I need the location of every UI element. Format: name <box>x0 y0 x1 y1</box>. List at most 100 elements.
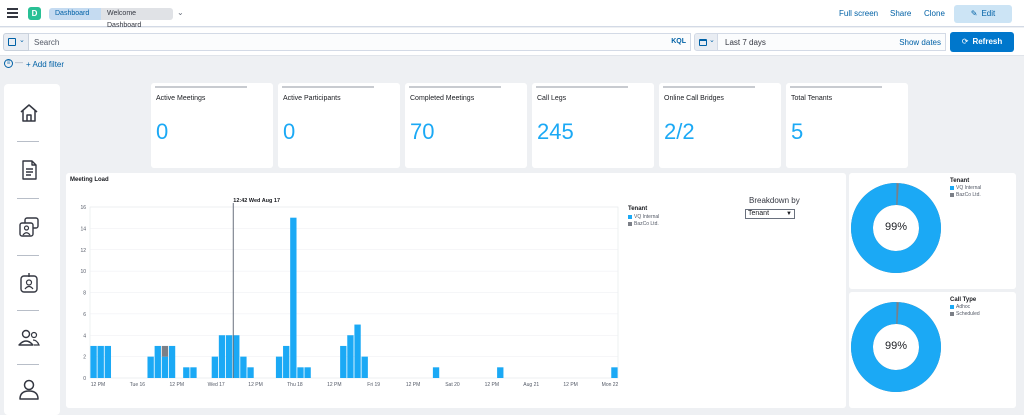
stat-label: Total Tenants <box>791 95 833 102</box>
panel-drag-handle[interactable] <box>536 86 628 88</box>
call-type-donut-chart[interactable] <box>849 300 949 400</box>
stat-value: 5 <box>791 119 804 144</box>
bar-vq-internal <box>347 335 354 378</box>
stat-value: 2/2 <box>664 119 695 144</box>
legend-label: BazCo Ltd. <box>956 192 981 198</box>
meeting-load-panel: Meeting Load 0 2 4 6 8 10 12 14 16 12 PM Tue 16 12 … <box>66 173 846 408</box>
search-input[interactable] <box>29 34 649 50</box>
filter-menu-icon[interactable]: ≡ <box>4 59 13 68</box>
user-badge-icon[interactable] <box>16 270 42 296</box>
panel-drag-handle[interactable] <box>155 86 247 88</box>
legend-swatch <box>950 185 954 190</box>
x-tick-label: Sat 20 <box>445 382 460 388</box>
legend-item-bazco[interactable]: BazCo Ltd. <box>628 221 659 227</box>
y-tick-label: 4 <box>83 333 86 339</box>
y-tick-label: 12 <box>80 248 86 254</box>
users-icon[interactable] <box>16 325 42 351</box>
show-dates-link[interactable]: Show dates <box>899 38 941 47</box>
quick-date-menu-button[interactable]: ⌄ <box>694 33 718 51</box>
legend-label: VQ Internal <box>634 214 660 220</box>
stat-label: Call Legs <box>537 95 567 102</box>
x-tick-label: Fri 19 <box>367 382 380 388</box>
y-tick-label: 8 <box>83 291 86 297</box>
donut-center-label: 99% <box>884 221 908 233</box>
x-tick-label: Wed 17 <box>208 382 225 388</box>
x-tick-label: 12 PM <box>170 382 184 388</box>
donut-slice-major[interactable] <box>851 183 941 273</box>
breadcrumb-welcome-dashboard: Welcome Dashboard <box>101 8 173 29</box>
bar-vq-internal <box>340 345 347 378</box>
bar-vq-internal <box>432 367 440 378</box>
legend-swatch <box>950 192 954 197</box>
donut-slice-major[interactable] <box>851 302 941 392</box>
date-range-field[interactable]: Last 7 days Show dates <box>718 33 946 51</box>
share-link[interactable]: Share <box>890 9 912 18</box>
breakdown-select[interactable]: Tenant ▼ <box>745 209 795 219</box>
stat-value: 0 <box>156 119 169 144</box>
document-icon[interactable] <box>16 157 42 183</box>
user-icon[interactable] <box>16 376 42 402</box>
add-filter-button[interactable]: + Add filter <box>26 60 65 69</box>
bar-bazco <box>161 345 169 357</box>
legend-item-vq-internal[interactable]: VQ Internal <box>950 185 981 191</box>
panel-drag-handle[interactable] <box>409 86 501 88</box>
legend-label: Adhoc <box>956 304 971 310</box>
stat-label: Active Participants <box>283 95 341 102</box>
legend-item-adhoc[interactable]: Adhoc <box>950 304 970 310</box>
x-tick-label: 12 PM <box>248 382 262 388</box>
breakdown-selected-value: Tenant <box>748 210 770 217</box>
kql-toggle[interactable]: KQL <box>671 38 686 45</box>
home-icon[interactable] <box>16 100 42 126</box>
y-tick-label: 14 <box>80 226 86 232</box>
y-tick-label: 2 <box>83 355 86 361</box>
chat-users-icon[interactable] <box>16 214 42 240</box>
bar-vq-internal <box>104 345 112 378</box>
edit-button[interactable]: ✎ Edit <box>954 5 1012 23</box>
stat-label: Completed Meetings <box>410 95 475 102</box>
saved-query-button[interactable]: ⌄ <box>3 33 29 51</box>
y-tick-label: 10 <box>80 269 86 275</box>
meeting-load-chart[interactable]: 0 2 4 6 8 10 12 14 16 12 PM Tue 16 12 PM Wed 17 12 PM… <box>66 173 626 408</box>
bar-vq-internal <box>290 217 297 378</box>
tenant-donut-panel: 99% Tenant VQ Internal BazCo Ltd. <box>849 173 1016 289</box>
stat-value: 0 <box>283 119 296 144</box>
legend-label: BazCo Ltd. <box>634 221 659 227</box>
stat-panel-active-meetings: Active Meetings 0 <box>151 83 273 168</box>
chevron-down-icon: ▼ <box>786 211 792 217</box>
x-tick-label: 12 PM <box>91 382 105 388</box>
legend-item-scheduled[interactable]: Scheduled <box>950 311 980 317</box>
x-tick-label: 12 PM <box>563 382 577 388</box>
bar-vq-internal <box>283 345 290 378</box>
x-tick-label: Thu 18 <box>287 382 303 388</box>
stat-panel-total-tenants: Total Tenants 5 <box>786 83 908 168</box>
refresh-button-label: Refresh <box>972 37 1003 46</box>
filter-bar: ≡ — + Add filter <box>0 57 1024 72</box>
pencil-icon: ✎ <box>970 9 978 18</box>
tenant-donut-chart[interactable] <box>849 181 949 281</box>
bar-vq-internal <box>183 367 190 378</box>
legend-item-vq-internal[interactable]: VQ Internal <box>628 214 659 220</box>
legend-item-bazco[interactable]: BazCo Ltd. <box>950 192 981 198</box>
space-avatar[interactable]: D <box>28 7 41 20</box>
refresh-button[interactable]: ⟳ Refresh <box>950 32 1014 52</box>
panel-drag-handle[interactable] <box>790 86 882 88</box>
donut-center-label: 99% <box>884 340 908 352</box>
full-screen-link[interactable]: Full screen <box>839 9 879 18</box>
cursor-label: 12:42 Wed Aug 17 <box>233 198 280 204</box>
bar-vq-internal <box>354 324 361 378</box>
bar-vq-internal <box>611 367 618 378</box>
clone-link[interactable]: Clone <box>924 9 945 18</box>
panel-drag-handle[interactable] <box>663 86 755 88</box>
x-tick-label: 12 PM <box>406 382 420 388</box>
legend-label: VQ Internal <box>956 185 982 191</box>
stat-value: 70 <box>410 119 435 144</box>
menu-icon[interactable] <box>7 8 18 18</box>
panel-drag-handle[interactable] <box>282 86 374 88</box>
refresh-icon: ⟳ <box>961 37 969 46</box>
bar-vq-internal <box>247 367 254 378</box>
legend-title: Tenant <box>628 206 648 212</box>
breadcrumb-dashboard[interactable]: Dashboard <box>49 8 103 20</box>
bar-vq-internal <box>147 356 154 378</box>
chevron-down-icon[interactable]: ⌄ <box>177 8 184 17</box>
bar-vq-internal <box>90 345 97 378</box>
